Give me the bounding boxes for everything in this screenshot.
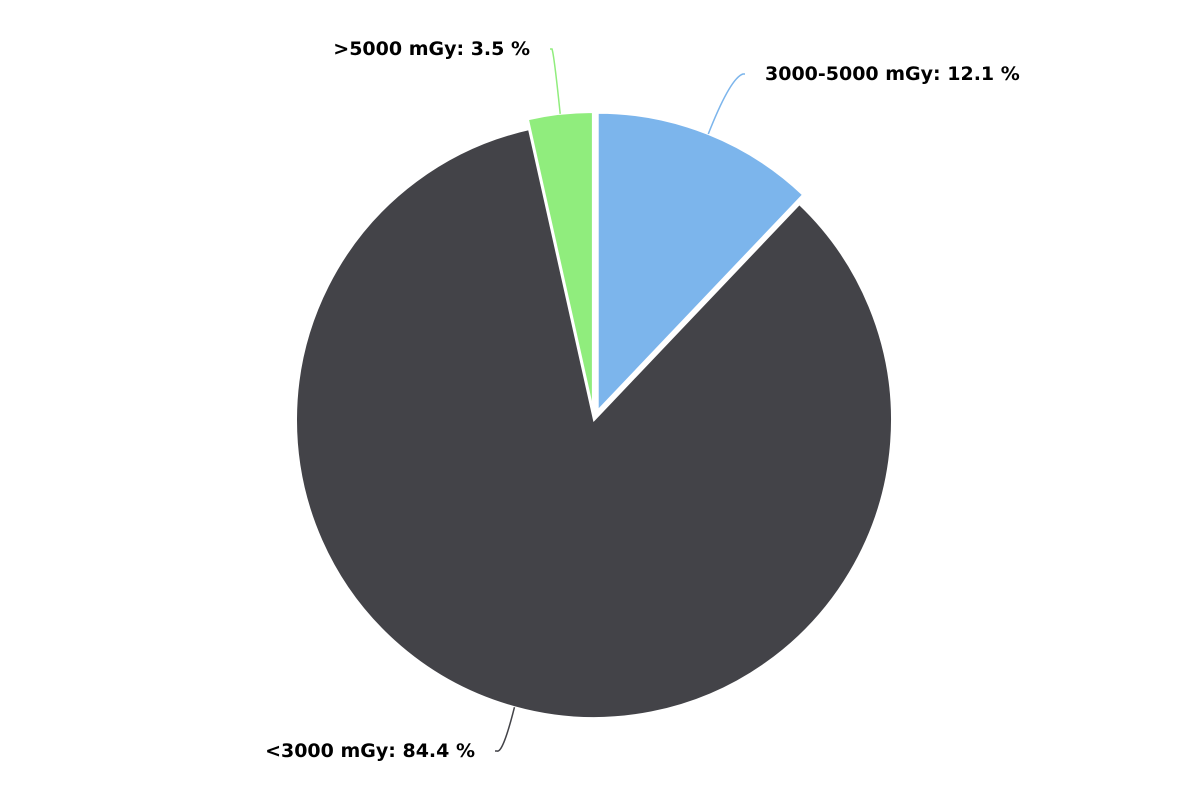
- data-label-connector-1: [495, 707, 516, 752]
- data-label-connector-0: [707, 73, 745, 135]
- pie-slice-2[interactable]: [526, 111, 594, 411]
- data-label-2: >5000 mGy: 3.5 %: [333, 38, 530, 60]
- data-label-0: 3000-5000 mGy: 12.1 %: [765, 63, 1020, 85]
- pie-slices: [295, 111, 893, 719]
- pie-slice-1[interactable]: [295, 127, 893, 719]
- data-label-1: <3000 mGy: 84.4 %: [265, 740, 475, 762]
- pie-slice-0[interactable]: [596, 111, 805, 414]
- pie-data-labels: 3000-5000 mGy: 12.1 % <3000 mGy: 84.4 % >5…: [265, 38, 1020, 762]
- data-label-connector-2: [550, 48, 561, 114]
